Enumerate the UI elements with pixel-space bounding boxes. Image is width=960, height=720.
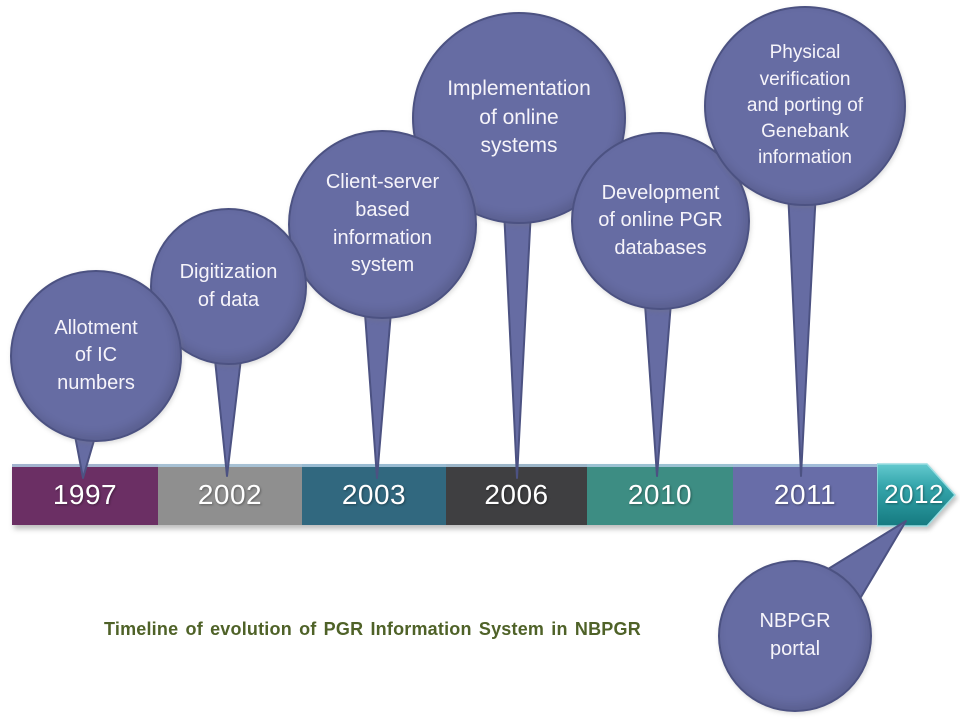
- bubble-physical-verification-genebank: Physical verification and porting of Gen…: [704, 6, 906, 206]
- segment-2006: 2006: [446, 464, 587, 525]
- bubble-nbpgr-portal: NBPGR portal: [718, 560, 872, 712]
- segment-2012-arrow: [877, 463, 957, 527]
- segment-2011: 2011: [733, 464, 877, 525]
- diagram-caption: Timeline of evolution of PGR Information…: [104, 619, 641, 639]
- segment-2002: 2002: [158, 464, 302, 525]
- bubble-allotment-of-ic-numbers: Allotment of IC numbers: [10, 270, 182, 442]
- tail-to-2002: [213, 349, 243, 477]
- timeline-bar: 1997 2002 2003 2006 2010 2011: [12, 464, 877, 525]
- year-label-2003: 2003: [341, 478, 407, 510]
- arrow-2012-shape: [877, 463, 957, 527]
- year-label-2006: 2006: [484, 478, 549, 510]
- tail-to-2003: [363, 299, 393, 479]
- tail-to-2006: [503, 209, 532, 479]
- bubble-implementation-online-systems: Implementation of online systems: [412, 12, 626, 224]
- bubble-client-server-information-system: Client-server based information system: [288, 130, 477, 319]
- segment-1997: 1997: [12, 464, 158, 525]
- year-label-1997: 1997: [52, 478, 118, 510]
- year-label-2002: 2002: [197, 478, 263, 510]
- tail-to-2011: [787, 189, 817, 477]
- year-label-2012: 2012: [884, 479, 944, 509]
- segment-2003: 2003: [302, 464, 446, 525]
- tail-to-2010: [643, 289, 673, 477]
- year-label-2010: 2010: [627, 478, 693, 510]
- segment-2010: 2010: [587, 464, 733, 525]
- year-label-2011: 2011: [773, 478, 837, 510]
